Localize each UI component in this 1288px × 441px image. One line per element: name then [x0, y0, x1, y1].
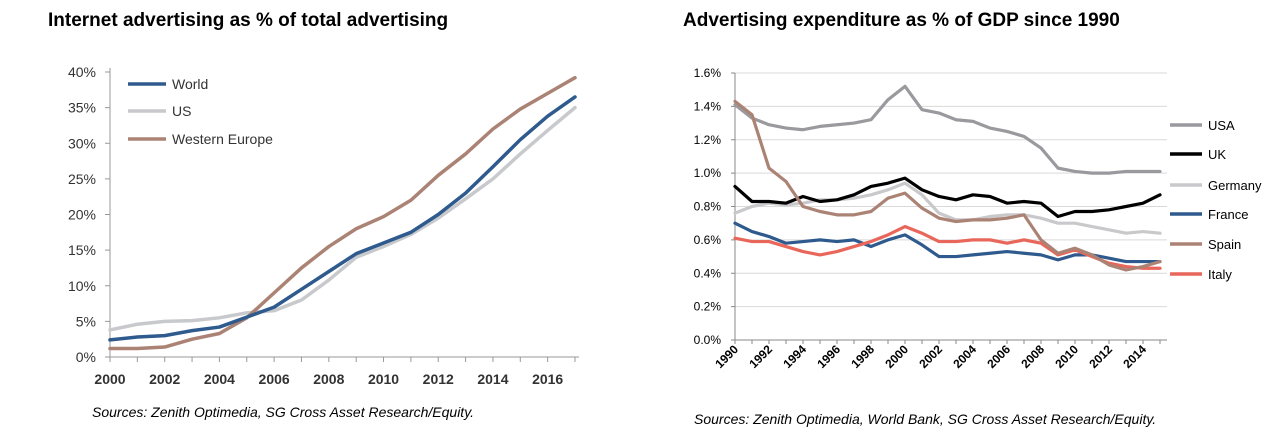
x-tick-label: 2014 — [477, 371, 508, 387]
x-tick-label: 2000 — [882, 342, 911, 371]
legend-label-us: US — [172, 103, 191, 119]
legend-label-uk: UK — [1208, 147, 1226, 162]
y-tick-label: 0.8% — [694, 200, 722, 214]
x-tick-label: 1994 — [780, 342, 809, 371]
y-tick-label: 35% — [68, 100, 96, 116]
right-chart-title: Advertising expenditure as % of GDP sinc… — [683, 10, 1120, 31]
series-line-world — [108, 95, 577, 342]
x-tick-label: 1996 — [814, 342, 843, 371]
series-line-germany — [733, 181, 1162, 235]
x-tick-label: 2004 — [204, 371, 235, 387]
x-tick-label: 2002 — [916, 342, 945, 371]
x-tick-label: 2006 — [984, 342, 1013, 371]
x-tick-label: 2008 — [1018, 342, 1047, 371]
y-tick-label: 25% — [68, 171, 96, 187]
internet-advertising-chart: 0% 5% 10% 15% 20% 25% 30% 35% 40% 2000 2002 2004 200… — [68, 64, 579, 387]
y-tick-label: 1.4% — [694, 99, 722, 113]
y-tick-label: 1.0% — [694, 166, 722, 180]
left-chart-title: Internet advertising as % of total adver… — [48, 10, 449, 31]
left-chart-source: Sources: Zenith Optimedia, SG Cross Asse… — [92, 404, 475, 420]
y-tick-label: 0.0% — [694, 333, 722, 347]
x-tick-label: 2008 — [313, 371, 344, 387]
x-tick-label: 2012 — [423, 371, 454, 387]
y-tick-label: 0.2% — [694, 300, 722, 314]
y-tick-label: 5% — [76, 313, 96, 329]
x-tick-label: 1992 — [746, 342, 775, 371]
right-chart-source: Sources: Zenith Optimedia, World Bank, S… — [694, 411, 1157, 427]
y-tick-label: 20% — [68, 207, 96, 223]
y-tick-label: 1.6% — [694, 66, 722, 80]
series-line-spain — [733, 99, 1162, 272]
y-tick-label: 1.2% — [694, 133, 722, 147]
legend-label-germany: Germany — [1208, 178, 1262, 193]
y-tick-label: 0.6% — [694, 233, 722, 247]
legend-label-western-europe: Western Europe — [172, 131, 273, 147]
x-tick-label: 2002 — [149, 371, 180, 387]
y-tick-label: 10% — [68, 278, 96, 294]
series-line-us — [108, 105, 577, 332]
x-tick-label: 2010 — [368, 371, 399, 387]
x-tick-label: 2004 — [950, 342, 979, 371]
legend-label-france: France — [1208, 207, 1248, 222]
series-line-uk — [733, 176, 1162, 219]
y-tick-label: 0% — [76, 349, 96, 365]
legend-label-usa: USA — [1208, 118, 1235, 133]
x-tick-label: 2012 — [1086, 342, 1115, 371]
x-tick-label: 2016 — [532, 371, 563, 387]
y-tick-label: 40% — [68, 64, 96, 80]
advertising-gdp-chart: 0.0%0.2%0.4%0.6%0.8%1.0%1.2%1.4%1.6%1990… — [694, 66, 1262, 371]
series-line-usa — [733, 84, 1162, 175]
x-tick-label: 1998 — [848, 342, 877, 371]
y-tick-label: 30% — [68, 135, 96, 151]
legend-label-italy: Italy — [1208, 267, 1232, 282]
x-tick-label: 2010 — [1052, 342, 1081, 371]
x-tick-label: 2000 — [94, 371, 125, 387]
x-tick-label: 2014 — [1120, 342, 1149, 371]
y-tick-label: 0.4% — [694, 266, 722, 280]
legend-label-spain: Spain — [1208, 237, 1241, 252]
x-tick-label: 2006 — [259, 371, 290, 387]
legend-label-world: World — [172, 76, 208, 92]
series-line-western-europe — [108, 75, 577, 351]
series-line-italy — [733, 224, 1162, 270]
y-tick-label: 15% — [68, 242, 96, 258]
